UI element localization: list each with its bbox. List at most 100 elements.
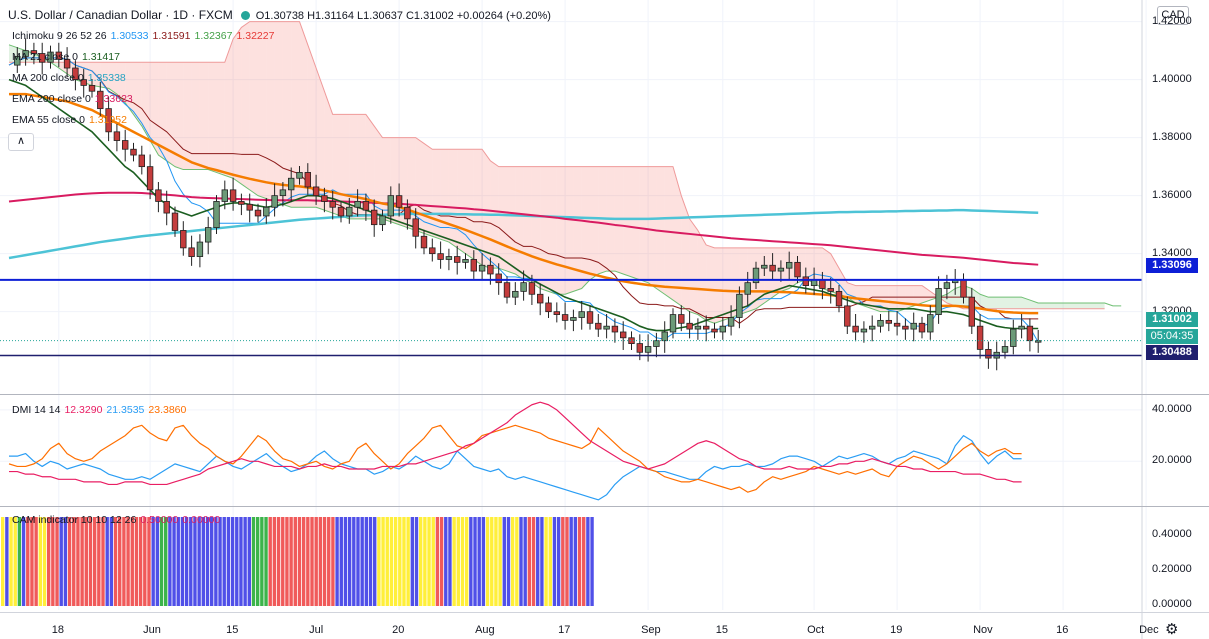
cam-bar (318, 517, 323, 606)
bearish-candle (902, 325, 909, 330)
cam-bar (527, 517, 532, 606)
bearish-candle (146, 166, 154, 191)
bullish-candle (47, 51, 54, 63)
bullish-candle (379, 215, 386, 226)
cam-bar (306, 517, 310, 606)
bearish-candle (138, 154, 145, 168)
cam-bar (180, 517, 185, 606)
cam-bar (172, 517, 176, 606)
cloud-segment (598, 166, 607, 274)
bearish-candle (370, 209, 378, 226)
bearish-candle (678, 314, 685, 324)
cam-bar (548, 517, 552, 606)
market-status-icon (240, 11, 250, 20)
bearish-candle (329, 201, 336, 208)
cam-bar (423, 517, 427, 606)
bearish-candle (553, 311, 560, 315)
bullish-candle (736, 293, 743, 318)
symbol-title[interactable]: U.S. Dollar / Canadian Dollar · 1D · FXC… (8, 8, 233, 22)
cam-bar (490, 517, 494, 606)
cam-bar (155, 517, 160, 606)
bullish-candle (14, 56, 21, 66)
dmi-legend[interactable]: DMI 14 14 12.3290 21.3535 23.3860 (12, 404, 187, 416)
bearish-candle (362, 201, 370, 211)
cloud-segment (706, 244, 715, 324)
cam-bar (222, 517, 226, 606)
cloud-segment (1054, 302, 1064, 309)
cam-bar (586, 517, 590, 606)
cloud-segment (1046, 302, 1055, 309)
cam-bar (590, 517, 594, 606)
adx-line (9, 401, 1022, 486)
cam-bar (389, 517, 394, 606)
bearish-candle (976, 325, 984, 350)
currency-button[interactable]: CAD (1157, 6, 1189, 25)
support-price-tag: 1.30488 (1146, 345, 1198, 360)
cam-legend[interactable]: CAM indicator 10 10 12 26 0.50000 0.00000 (12, 514, 221, 526)
bearish-candle (246, 203, 253, 211)
cloud-segment (291, 21, 300, 208)
cam-bar (184, 517, 189, 606)
cam-bar (17, 517, 22, 606)
cloud-segment (1063, 302, 1072, 309)
cloud-segment (565, 166, 574, 295)
cam-bar (113, 517, 118, 606)
settings-gear-icon[interactable]: ⚙ (1165, 621, 1179, 638)
cloud-segment (722, 247, 732, 321)
dmi-pane (0, 401, 1142, 501)
cloud-segment (1038, 302, 1047, 309)
cam-bar (414, 517, 419, 606)
cam-bar (264, 517, 268, 606)
bearish-candle (39, 53, 46, 63)
cam-bar (494, 517, 498, 606)
cam-bar (310, 517, 314, 606)
ichimoku-cloud (8, 21, 1122, 324)
cloud-segment (125, 62, 134, 115)
cam-bar (536, 517, 540, 606)
bullish-candle (943, 282, 951, 289)
bearish-candle (611, 325, 619, 333)
cloud-segment (805, 247, 815, 283)
cam-bar (565, 517, 569, 606)
cloud-segment (199, 62, 209, 170)
ema55-legend[interactable]: EMA 55 close 0 1.31952 (12, 114, 127, 126)
price-tick-label: 1.38000 (1152, 130, 1192, 143)
price-tick-label: 1.36000 (1152, 188, 1192, 201)
cam-bar (456, 517, 460, 606)
collapse-legend-button[interactable]: ∧ (8, 133, 34, 151)
bullish-candle (271, 195, 278, 208)
bearish-candle (595, 322, 602, 330)
cam-bar (46, 517, 51, 606)
bullish-candle (204, 227, 212, 243)
bearish-candle (437, 253, 444, 260)
cloud-segment (714, 247, 723, 324)
ichimoku-legend[interactable]: Ichimoku 9 26 52 26 1.30533 1.31591 1.32367… (12, 30, 275, 42)
time-tick-label: 18 (51, 624, 65, 636)
cloud-segment (1071, 302, 1080, 309)
cloud-segment (224, 39, 234, 179)
bearish-candle (180, 230, 187, 249)
cam-bar (105, 517, 109, 606)
cam-bar (523, 517, 527, 606)
ma21-legend[interactable]: MA 21 close 0 1.31417 (12, 51, 120, 63)
bearish-candle (686, 322, 693, 330)
cloud-segment (814, 247, 823, 289)
bearish-candle (561, 314, 569, 321)
bearish-candle (769, 264, 776, 272)
cam-bar (398, 517, 402, 606)
time-tick-label: 19 (890, 624, 903, 636)
cloud-segment (1013, 297, 1022, 309)
cam-bar (138, 517, 143, 606)
cloud-segment (756, 247, 765, 309)
cam-bar (5, 517, 9, 606)
bullish-candle (777, 267, 785, 272)
bullish-candle (761, 264, 768, 269)
bullish-candle (719, 325, 726, 333)
bullish-candle (744, 282, 751, 295)
ma200-legend[interactable]: MA 200 close 0 1.35338 (12, 72, 126, 84)
cam-bar (84, 517, 88, 606)
ema200-legend[interactable]: EMA 200 close 0 1.33623 (12, 93, 133, 105)
cloud-segment (432, 149, 441, 240)
cam-bar (410, 517, 415, 606)
